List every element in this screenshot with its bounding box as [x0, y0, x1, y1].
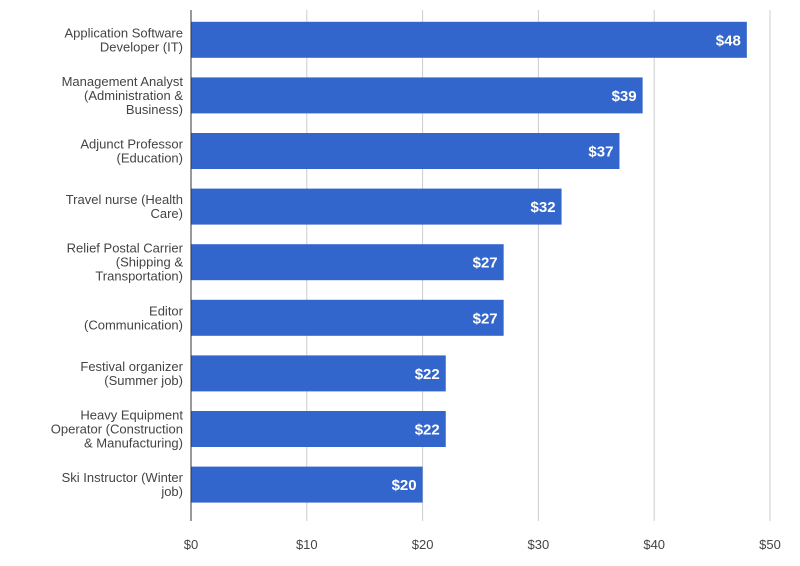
category-label-line: Festival organizer [80, 359, 183, 374]
x-tick-label: $20 [412, 537, 434, 552]
bar-value-label: $20 [392, 477, 417, 494]
category-label: Management Analyst (Administration & Busin… [62, 74, 184, 117]
bar [191, 77, 643, 114]
category-label-line: (Communication) [84, 317, 183, 332]
category-label-line: Developer (IT) [100, 39, 183, 54]
category-label-line: job) [160, 484, 183, 499]
category-label: Heavy Equipment Operator (Construction & M… [51, 408, 184, 451]
category-label: Festival organizer (Summer job) [80, 359, 183, 388]
category-label-line: Editor [149, 303, 184, 318]
bar-value-label: $22 [415, 422, 440, 439]
bar [191, 299, 504, 336]
category-label-line: Travel nurse (Health [66, 192, 183, 207]
category-label-line: Care) [150, 206, 183, 221]
category-label-line: Operator (Construction [51, 422, 183, 437]
bar-value-label: $48 [716, 32, 741, 49]
category-label: Editor (Communication) [84, 303, 184, 332]
category-label-line: Relief Postal Carrier [67, 241, 184, 256]
category-label-line: Ski Instructor (Winter [62, 470, 184, 485]
bar [191, 355, 446, 392]
category-label: Relief Postal Carrier (Shipping & Transpor… [67, 241, 184, 284]
category-label-line: (Summer job) [104, 373, 183, 388]
x-tick-label: $10 [296, 537, 318, 552]
category-label-line: & Manufacturing) [84, 436, 183, 451]
bar [191, 411, 446, 447]
bar [191, 244, 504, 281]
bar-value-label: $39 [612, 88, 637, 105]
bar-value-label: $22 [415, 366, 440, 383]
bar-value-label: $27 [473, 310, 498, 327]
category-label-line: (Administration & [84, 88, 183, 103]
category-label-line: Application Software [64, 25, 183, 40]
category-label-line: Heavy Equipment [80, 408, 183, 423]
category-label-line: (Education) [117, 151, 183, 166]
bar [191, 21, 747, 58]
x-tick-label: $30 [528, 537, 550, 552]
category-label: Ski Instructor (Winter job) [62, 470, 184, 499]
x-tick-label: $40 [643, 537, 665, 552]
category-label-line: (Shipping & [116, 255, 184, 270]
category-label: Adjunct Professor (Education) [80, 137, 183, 166]
category-label: Application Software Developer (IT) [64, 25, 183, 54]
x-tick-label: $0 [184, 537, 198, 552]
category-label-line: Management Analyst [62, 74, 184, 89]
bar-value-label: $37 [588, 144, 613, 161]
bar-value-label: $32 [531, 199, 556, 216]
bars: $48 $39 $37 $32 $27 $27 $22 $22 $20 [191, 21, 747, 503]
category-label-line: Business) [126, 102, 183, 117]
category-label: Travel nurse (Health Care) [66, 192, 183, 221]
bar [191, 188, 562, 225]
bar-value-label: $27 [473, 255, 498, 272]
bar [191, 133, 620, 169]
category-labels: Application Software Developer (IT) Manage… [51, 25, 184, 499]
bar [191, 466, 423, 503]
category-label-line: Transportation) [95, 269, 183, 284]
category-label-line: Adjunct Professor [80, 137, 183, 152]
x-axis-ticks: $0 $10 $20 $30 $40 $50 [184, 537, 781, 552]
x-tick-label: $50 [759, 537, 781, 552]
